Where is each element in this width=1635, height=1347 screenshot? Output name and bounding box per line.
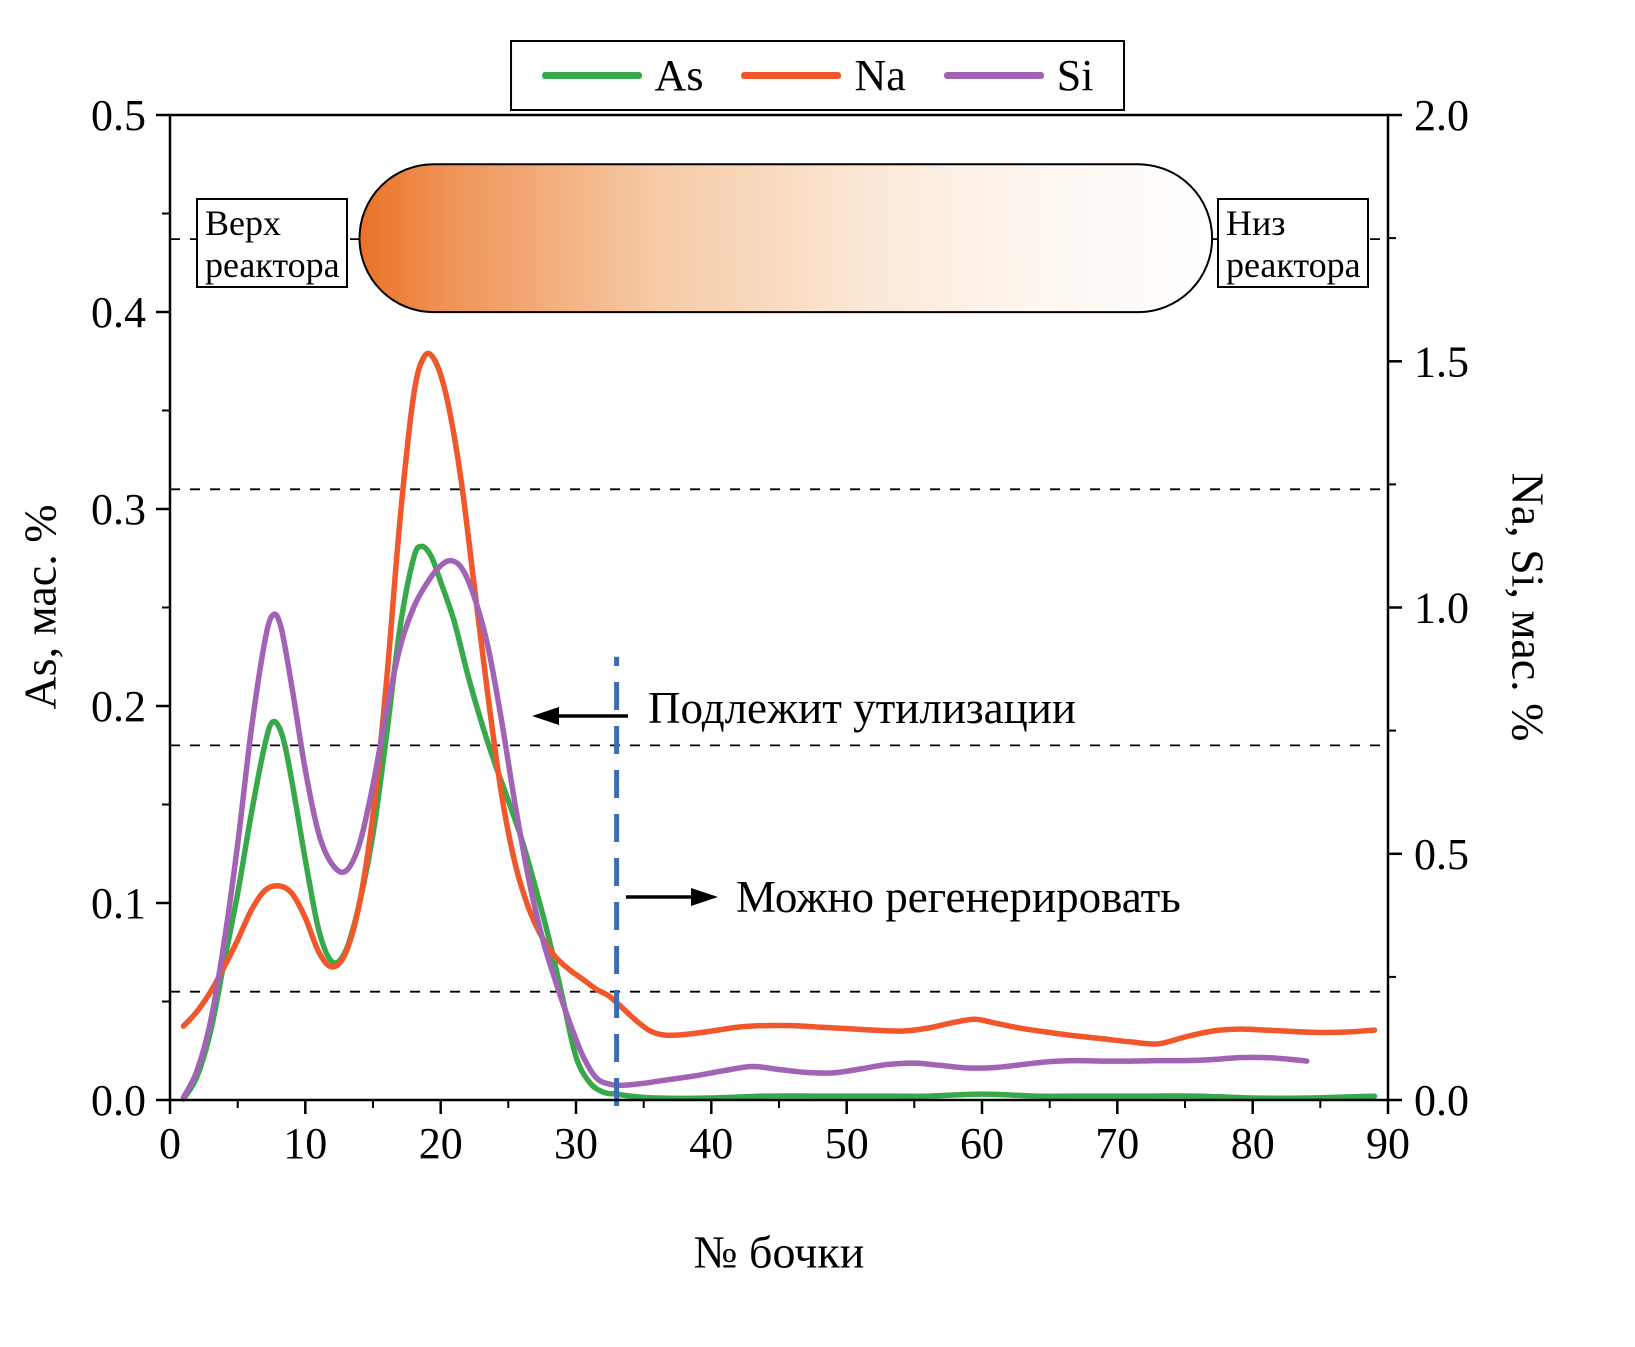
- x-tick-label: 60: [960, 1119, 1004, 1168]
- reactor-bottom-label-box: Низ реактора: [1217, 198, 1369, 288]
- legend-color-line-icon: [541, 72, 642, 79]
- y-left-tick-label: 0.3: [91, 485, 146, 534]
- y-right-tick-label: 1.0: [1414, 584, 1469, 633]
- annotation-regenerate: Можно регенерировать: [736, 872, 1181, 922]
- series-na-line: [180, 350, 1378, 1047]
- y-left-tick-label: 0.0: [91, 1076, 146, 1125]
- y-right-axis-title: Na, Si, мас. %: [1502, 472, 1554, 742]
- legend-color-line-icon: [943, 72, 1044, 79]
- x-tick-label: 30: [554, 1119, 598, 1168]
- legend: As Na Si: [509, 40, 1126, 111]
- x-tick-label: 40: [689, 1119, 733, 1168]
- regenerate-arrowhead-icon: [691, 888, 718, 906]
- legend-item-label: As: [654, 51, 704, 100]
- legend-item: As: [541, 50, 704, 101]
- series-si-line: [180, 557, 1310, 1101]
- legend-item: Na: [741, 50, 906, 101]
- y-left-tick-label: 0.2: [91, 682, 146, 731]
- x-tick-label: 80: [1231, 1119, 1275, 1168]
- x-tick-label: 90: [1366, 1119, 1410, 1168]
- reactor-capsule: [358, 163, 1214, 314]
- reactor-top-label-box: Верх реактора: [196, 198, 348, 288]
- x-tick-label: 50: [825, 1119, 869, 1168]
- y-right-tick-label: 2.0: [1414, 91, 1469, 140]
- annotation-disposal: Подлежит утилизации: [648, 683, 1076, 733]
- y-left-axis-title: As, мас. %: [14, 504, 66, 710]
- y-left-tick-label: 0.5: [91, 91, 146, 140]
- y-left-tick-label: 0.4: [91, 288, 146, 337]
- x-tick-label: 70: [1095, 1119, 1139, 1168]
- y-left-tick-label: 0.1: [91, 879, 146, 928]
- legend-color-line-icon: [741, 72, 842, 79]
- x-tick-label: 0: [159, 1119, 181, 1168]
- series-as-line: [180, 543, 1378, 1102]
- legend-item: Si: [943, 50, 1094, 101]
- x-axis-title: № бочки: [693, 1226, 865, 1278]
- y-right-tick-label: 1.5: [1414, 337, 1469, 386]
- x-tick-label: 10: [283, 1119, 327, 1168]
- legend-item-label: Na: [854, 51, 906, 100]
- y-right-tick-label: 0.0: [1414, 1076, 1469, 1125]
- legend-item-label: Si: [1056, 51, 1094, 100]
- disposal-arrowhead-icon: [532, 707, 559, 725]
- y-right-tick-label: 0.5: [1414, 830, 1469, 879]
- x-tick-label: 20: [419, 1119, 463, 1168]
